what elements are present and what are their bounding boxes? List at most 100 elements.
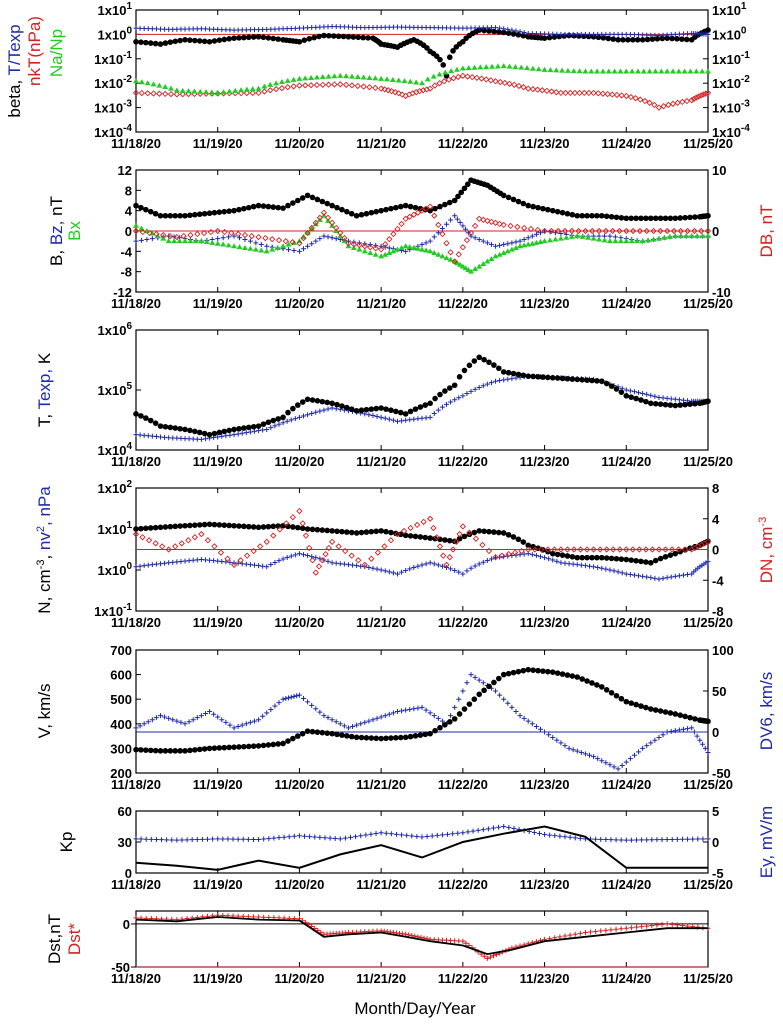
y-tick-label: 700 [110, 643, 132, 658]
point-Bz [452, 213, 458, 219]
point-V [143, 747, 149, 753]
point-nkT(nPa) [595, 90, 602, 97]
point-T [510, 370, 517, 377]
point-B [182, 212, 188, 219]
point-N [270, 523, 277, 530]
point-Bx [133, 222, 139, 228]
point-nv2 [664, 575, 670, 581]
point-nv2 [256, 563, 262, 569]
point-Bx [394, 246, 401, 252]
point-beta [340, 33, 347, 40]
point-N [314, 526, 321, 533]
point-V [221, 744, 228, 751]
point-DN [263, 538, 270, 545]
x-tick-label: 11/25/20 [683, 615, 733, 630]
point-N [481, 528, 487, 535]
point-nkT(nPa) [337, 81, 344, 88]
point-nv2 [537, 554, 543, 560]
y-label-db-part: DB, nT [757, 205, 776, 258]
point-nkT(nPa) [473, 74, 481, 81]
point-beta [630, 37, 636, 43]
point-T/Texp [517, 29, 523, 35]
point-DB [548, 227, 555, 235]
point-nv2 [386, 569, 392, 575]
x-tick-label: 11/22/20 [438, 615, 488, 630]
point-beta [595, 34, 602, 41]
point-V [603, 687, 610, 693]
point-Bz [264, 243, 270, 249]
point-N [564, 553, 571, 559]
point-Bx [634, 238, 641, 244]
x-axis-title: Month/Day/Year [354, 999, 476, 1018]
point-DV6 [283, 696, 289, 702]
point-Na/Np [629, 68, 636, 74]
point-Ey [593, 836, 599, 842]
y-tick-label: 1x10-1 [712, 50, 750, 67]
point-DN [299, 520, 306, 527]
point-nkT(nPa) [632, 95, 639, 102]
point-Na/Np [238, 87, 245, 93]
point-Texp [296, 414, 302, 420]
point-Na/Np [290, 76, 297, 82]
point-DN [185, 537, 192, 544]
y-tick-exponent: 0 [126, 25, 132, 36]
point-B [304, 192, 311, 199]
point-nv2 [354, 563, 360, 569]
series-line-Kp [135, 825, 708, 871]
point-nkT(nPa) [144, 90, 151, 97]
point-DN [459, 523, 466, 530]
point-nv2 [382, 568, 388, 574]
point-Na/Np [442, 69, 449, 75]
y-tick-label: 1x101 [98, 520, 133, 537]
point-DB [447, 249, 454, 256]
point-Bx [661, 234, 668, 240]
point-Bx [231, 243, 238, 249]
point-beta [152, 40, 159, 47]
point-V [549, 669, 556, 675]
point-B [574, 212, 581, 219]
point-DB [650, 227, 657, 235]
point-nkT(nPa) [392, 89, 399, 96]
point-Ey [332, 836, 338, 842]
point-Bx [645, 237, 652, 243]
point-B [358, 211, 365, 218]
point-Texp [439, 404, 445, 410]
point-V [520, 667, 527, 674]
y-tick-label: 100 [712, 643, 734, 658]
point-nkT(nPa) [520, 84, 527, 91]
point-beta [649, 36, 656, 42]
point-V [677, 712, 684, 718]
point-T [285, 409, 291, 416]
point-DV6 [493, 688, 499, 694]
point-Bx [367, 250, 374, 256]
point-Bx [423, 247, 430, 253]
point-DN [165, 546, 172, 553]
point-V [608, 690, 615, 696]
point-beta [437, 56, 443, 63]
point-DV6 [525, 718, 531, 724]
point-nv2 [607, 567, 613, 573]
point-Texp [374, 413, 380, 419]
point-Dst* [577, 930, 583, 936]
point-Na/Np [605, 68, 612, 74]
point-DV6 [423, 707, 429, 713]
point-Bx [677, 233, 684, 239]
point-T [270, 417, 277, 424]
point-V [231, 744, 237, 750]
point-DV6 [611, 764, 617, 770]
point-V [705, 718, 711, 725]
point-Texp [444, 401, 450, 407]
point-nkT(nPa) [697, 92, 705, 99]
point-DV6 [411, 706, 417, 712]
point-Bx [187, 238, 194, 244]
point-DB [704, 227, 712, 235]
point-Bx [694, 233, 701, 239]
point-T [486, 359, 492, 366]
point-Na/Np [372, 75, 379, 81]
point-nkT(nPa) [399, 91, 406, 98]
point-N [491, 529, 497, 535]
point-Bx [214, 240, 221, 246]
point-DV6 [689, 725, 695, 731]
point-Ey [603, 837, 609, 843]
